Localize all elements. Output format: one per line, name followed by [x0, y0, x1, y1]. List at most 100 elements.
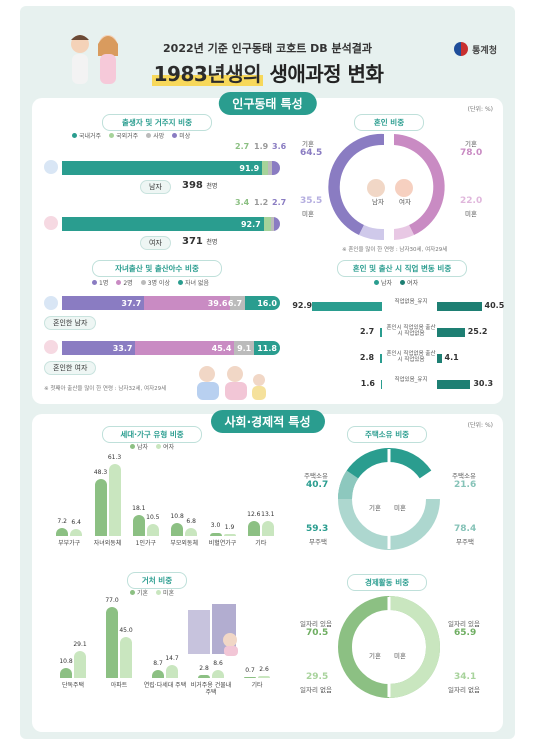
female-single-label: 미혼 [465, 210, 477, 218]
agency-name: 통계청 [472, 45, 497, 56]
married-none-value: 59.3 [306, 524, 329, 534]
single-job-label: 일자리 있음 [448, 620, 480, 628]
legend-item: 1명 [92, 278, 108, 287]
job-male-bar [312, 302, 382, 311]
job-row-label: 직업없음_유지 [394, 299, 428, 305]
job-row-label: 직업있음_유지 [394, 377, 428, 383]
bar-value: 29.1 [73, 641, 87, 649]
demographics-panel: 인구동태 특성 (단위: %) 출생자 및 거주지 비중 국내거주 국외거주 사… [32, 92, 505, 404]
legend-item: 2명 [116, 278, 133, 287]
bar-value: 10.8 [170, 513, 184, 521]
title-highlight: 1983년생의 [151, 62, 264, 86]
legend-item: 국외거주 [109, 131, 138, 140]
bar-series-2 [258, 675, 270, 678]
married-male-tag: 혼인한 남자 [44, 316, 97, 330]
legend-household: 남자 여자 [130, 442, 174, 451]
bar-series-1 [152, 670, 164, 678]
bar-series-1 [106, 607, 118, 678]
legend-item: 사망 [146, 131, 164, 140]
job-female-bar [437, 354, 442, 363]
job-female-bar [437, 302, 482, 311]
bar-series-1 [198, 675, 210, 678]
bar-value: 6.4 [71, 518, 81, 526]
single-nojob-value: 34.1 [454, 672, 477, 682]
bar-segment: 37.7 [62, 296, 145, 310]
single-own-label: 주택소유 [452, 472, 476, 480]
category-label: 아파트 [110, 682, 128, 689]
bar-value: 1.9 [224, 523, 235, 531]
bar-value: 77.0 [105, 597, 119, 605]
title-rest: 생애과정 변화 [269, 62, 384, 86]
bar-value: 18.1 [132, 504, 146, 512]
apartment-illustration [188, 604, 238, 656]
single-none-label: 무주택 [456, 538, 474, 546]
job-male-bar [379, 328, 382, 337]
female-residence-bar: 92.7 [62, 217, 280, 231]
bar-value: 2.8 [199, 665, 209, 673]
couple-illustration [71, 35, 118, 84]
job-female-value: 40.5 [484, 301, 505, 310]
bar-value: 48.3 [93, 469, 108, 477]
economic-donut [338, 596, 440, 698]
subtitle-economic: 경제활동 비중 [347, 574, 427, 591]
bar-series-1 [132, 514, 145, 536]
bar-segment: 16.0 [245, 296, 280, 310]
children-note: ※ 첫째아 출산을 많이 한 연령 : 남자32세, 여자29세 [44, 386, 167, 392]
infographic: 통계청 2022년 기준 인구동태 코호트 DB 분석결과 1983년생의 생애… [20, 6, 515, 739]
subtitle-residence: 거처 비중 [127, 572, 187, 589]
bar-value: 8.7 [153, 660, 163, 668]
bar-series-2 [223, 533, 236, 536]
bar-segment [272, 161, 280, 175]
bar-segment: 9.1 [234, 341, 255, 355]
male-single-label: 미혼 [302, 210, 314, 218]
bar-series-2 [108, 464, 121, 536]
legend-item: 기혼 [130, 588, 148, 597]
bar-series-2 [261, 520, 274, 536]
single-own-value: 21.6 [454, 480, 477, 490]
male-count: 398 천명 [182, 180, 218, 191]
bar-segment: 11.8 [254, 341, 280, 355]
bar-series-1 [247, 521, 260, 536]
male-abroad-value: 2.7 [235, 142, 250, 151]
legend-item: 국내거주 [72, 131, 101, 140]
legend-job-change: 남자 여자 [374, 278, 418, 287]
marriage-note: ※ 혼인을 많이 한 연령 : 남자30세, 여자29세 [342, 247, 448, 253]
socioeconomic-panel: 사회·경제적 특성 (단위: %) 세대·가구 유형 비중 남자 여자 7.2 6… [32, 410, 503, 732]
married-own-label: 주택소유 [304, 472, 328, 480]
bar-segment [274, 217, 280, 231]
male-dead-value: 1.9 [254, 142, 269, 151]
category-label: 단독주택 [61, 682, 85, 689]
unit-label: (단위: %) [467, 106, 493, 113]
male-unknown-value: 3.6 [272, 142, 287, 151]
bar-series-1 [56, 527, 69, 536]
residence-chart: 10.8 29.1 단독주택 77.0 45.0 아파트 8.7 14.7 연립·다세대 주택 2… [50, 596, 280, 702]
bar-segment [263, 217, 272, 231]
header-subtitle: 2022년 기준 인구동태 코호트 DB 분석결과 [163, 42, 372, 55]
married-nojob-value: 29.5 [306, 672, 329, 682]
household-chart: 7.2 6.4 부부가구 48.3 61.3 자녀외동체 18.1 10.5 1인가구 10.8 6… [50, 450, 280, 560]
bar-segment: 6.7 [228, 296, 246, 310]
category-label: 1인가구 [135, 540, 157, 547]
married-own-value: 40.7 [306, 480, 329, 490]
bar-segment: 91.9 [62, 161, 263, 175]
job-male-value: 92.9 [292, 301, 313, 310]
header-title: 1983년생의 생애과정 변화 [20, 58, 515, 87]
bar-series-2 [70, 528, 83, 536]
female-married-label: 기혼 [465, 140, 477, 148]
category-label: 부부가구 [58, 540, 81, 547]
job-male-value: 1.6 [360, 379, 375, 388]
male-married-label: 기혼 [302, 140, 314, 148]
category-label: 연립·다세대 주택 [143, 682, 187, 689]
female-married-value: 78.0 [460, 148, 483, 158]
bar-value: 3.0 [210, 522, 221, 530]
job-row-label: 혼인시 직업있음 출산시 직업없음 [386, 325, 436, 338]
job-row-label: 혼인시 직업없음 출산시 직업있음 [386, 351, 436, 364]
job-female-value: 30.3 [473, 379, 494, 388]
job-male-value: 2.8 [359, 353, 375, 362]
economic-single-center: 미혼 [394, 652, 406, 660]
job-male-bar [380, 380, 382, 389]
legend-item: 미혼 [156, 588, 174, 597]
married-none-label: 무주택 [309, 538, 327, 546]
legend-item: 남자 [130, 442, 148, 451]
job-female-value: 25.2 [467, 327, 488, 336]
